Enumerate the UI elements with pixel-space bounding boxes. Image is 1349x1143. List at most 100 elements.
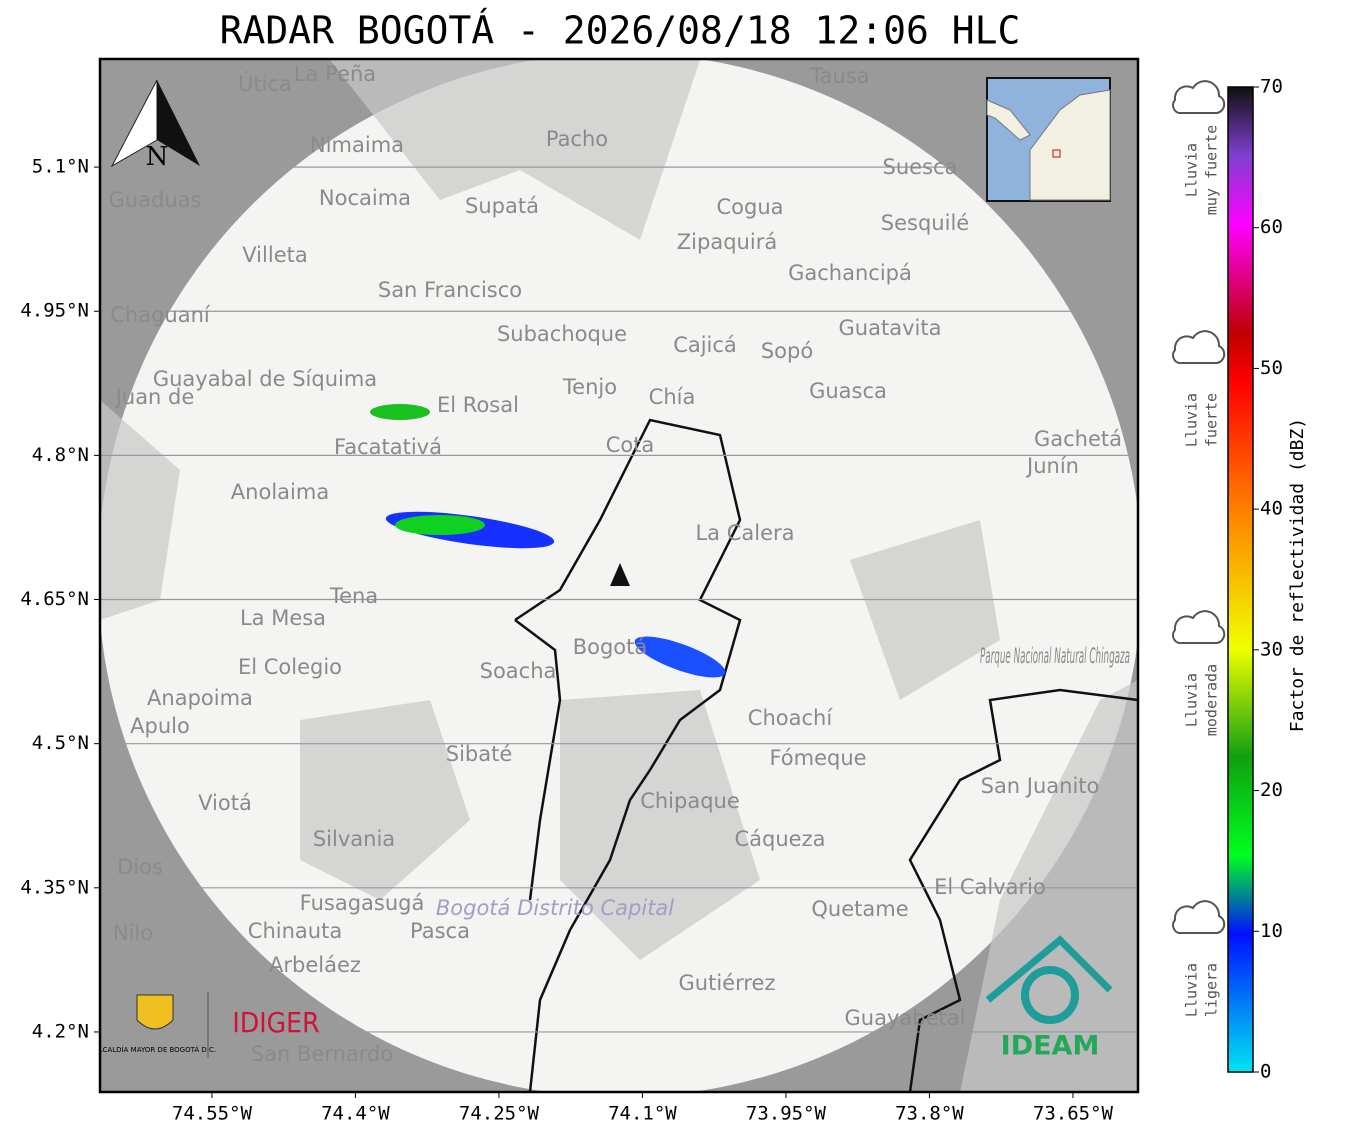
place-label: Supatá xyxy=(465,194,539,218)
rain-level-label: Lluvia xyxy=(1183,393,1201,447)
place-label: Soacha xyxy=(480,659,557,683)
place-label: Gachancipá xyxy=(788,261,912,285)
rain-level-label: ligera xyxy=(1203,963,1221,1017)
x-tick-label: 73.8°W xyxy=(895,1103,964,1125)
ideam-text: IDEAM xyxy=(1001,1031,1100,1062)
logo-ideam: IDEAM xyxy=(985,935,1113,1062)
place-label: Bogotá xyxy=(573,635,648,659)
place-label: Apulo xyxy=(130,714,190,738)
x-tick-label: 74.4°W xyxy=(321,1103,390,1125)
y-tick-label: 5.1°N xyxy=(32,156,89,178)
place-label: Guayabal de Síquima xyxy=(153,367,377,391)
place-label: Nilo xyxy=(113,921,153,945)
alcaldia-text: ALCALDÍA MAYOR DE BOGOTÁ D.C. xyxy=(94,1045,216,1054)
place-label: La Mesa xyxy=(240,606,326,630)
rain-level-label: moderada xyxy=(1203,664,1221,736)
place-label: San Francisco xyxy=(378,278,522,302)
place-label: Tenjo xyxy=(562,375,617,399)
place-label: San Bernardo xyxy=(251,1042,393,1066)
place-label: Tena xyxy=(329,584,378,608)
north-arrow: N xyxy=(110,79,200,172)
colorbar-tick-label: 0 xyxy=(1260,1061,1271,1083)
y-tick-label: 4.5°N xyxy=(32,732,89,754)
idiger-text: IDIGER xyxy=(232,1006,319,1039)
place-label: Guayabetal xyxy=(845,1006,966,1030)
x-tick-label: 74.1°W xyxy=(608,1103,677,1125)
rain-level-label: muy fuerte xyxy=(1203,125,1221,215)
place-label: Tausa xyxy=(809,64,869,88)
y-tick-label: 4.2°N xyxy=(32,1020,89,1042)
echo xyxy=(370,404,430,420)
district-border xyxy=(514,418,742,1092)
place-label: Pasca xyxy=(410,919,470,943)
place-label: Gachetá xyxy=(1034,427,1122,451)
colorbar-tick-label: 50 xyxy=(1260,357,1283,379)
radar-echoes xyxy=(370,404,726,678)
rain-icon xyxy=(1172,80,1226,114)
park-label: Parque Nacional Natural Chingaza xyxy=(980,644,1130,668)
x-tick-label: 73.65°W xyxy=(1033,1103,1114,1125)
colorbar-tick-label: 40 xyxy=(1260,498,1283,520)
inset-map xyxy=(986,77,1111,202)
title: RADAR BOGOTÁ - 2026/08/18 12:06 HLC xyxy=(220,9,1021,53)
place-label: Junín xyxy=(1025,454,1079,478)
place-label: Arbeláez xyxy=(269,953,361,977)
y-tick-label: 4.8°N xyxy=(32,444,89,466)
place-label: Sopó xyxy=(761,339,813,363)
place-label: Chipaque xyxy=(640,789,740,813)
place-label: Chía xyxy=(649,385,696,409)
place-label: La Calera xyxy=(695,521,794,545)
place-label: Anapoima xyxy=(147,686,253,710)
y-tick-label: 4.65°N xyxy=(20,588,89,610)
place-label: Cajicá xyxy=(673,333,737,357)
echo xyxy=(395,515,485,535)
place-label: Chinauta xyxy=(248,919,342,943)
radar-site xyxy=(610,563,630,586)
place-label: Pacho xyxy=(546,127,608,151)
rain-level-label: Lluvia xyxy=(1183,673,1201,727)
place-label: Silvania xyxy=(313,827,395,851)
x-tick-label: 74.25°W xyxy=(459,1103,540,1125)
rain-level-label: Lluvia xyxy=(1183,963,1201,1017)
department-border xyxy=(908,688,1138,1092)
rain-level-label: Lluvia xyxy=(1183,143,1201,197)
place-label: Choachí xyxy=(748,706,834,730)
place-label: Guasca xyxy=(809,379,887,403)
place-label: Zipaquirá xyxy=(677,230,777,254)
x-tick-label: 73.95°W xyxy=(746,1103,827,1125)
logo-alcaldia: ALCALDÍA MAYOR DE BOGOTÁ D.C. IDIGER xyxy=(94,992,320,1058)
colorbar-tick-label: 10 xyxy=(1260,920,1283,942)
place-label: Quetame xyxy=(811,897,908,921)
y-tick-label: 4.95°N xyxy=(20,300,89,322)
place-label: San Juanito xyxy=(981,774,1100,798)
place-label: El Colegio xyxy=(238,655,342,679)
colorbar-tick-label: 20 xyxy=(1260,779,1283,801)
place-label: Facatativá xyxy=(334,435,442,459)
north-label: N xyxy=(146,142,169,172)
x-tick-label: 74.55°W xyxy=(172,1103,253,1125)
rain-icon xyxy=(1172,610,1226,644)
place-label: Guaduas xyxy=(109,188,202,212)
place-label: Nimaima xyxy=(310,133,404,157)
rain-icon xyxy=(1172,900,1226,934)
place-label: Cota xyxy=(606,433,655,457)
place-label: Fómeque xyxy=(769,746,866,770)
place-label: Chaguaní xyxy=(110,303,211,327)
place-label: Cáqueza xyxy=(735,827,826,851)
y-tick-label: 4.35°N xyxy=(20,876,89,898)
place-label: Sesquilé xyxy=(881,211,969,235)
place-label: Gutiérrez xyxy=(679,971,776,995)
district-label: Bogotá Distrito Capital xyxy=(436,896,674,920)
place-label: Subachoque xyxy=(497,322,627,346)
place-label: Villeta xyxy=(242,243,307,267)
place-label: Útica xyxy=(238,71,292,96)
echo xyxy=(634,636,726,678)
place-label: El Calvario xyxy=(934,875,1046,899)
place-label: Cogua xyxy=(716,195,783,219)
colorbar-tick-label: 60 xyxy=(1260,216,1283,238)
place-label: La Peña xyxy=(294,62,376,86)
place-label: El Rosal xyxy=(437,393,519,417)
map-frame xyxy=(98,57,1140,1094)
